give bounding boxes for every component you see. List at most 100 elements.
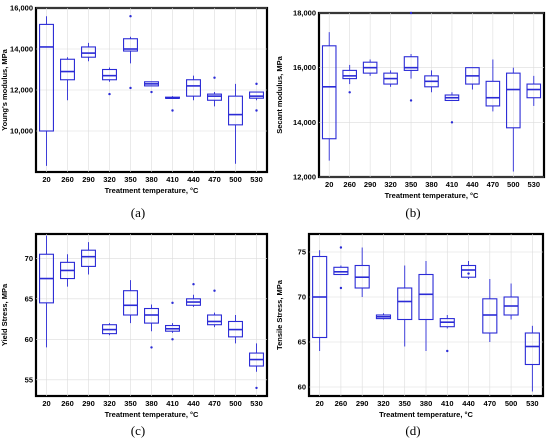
x-tick-label: 470	[487, 180, 500, 189]
box-260	[60, 254, 75, 287]
chart-tensile-stress: 60 65 70 75 20 260 290 320 350 380 410 440 470 500 530…	[275, 232, 545, 419]
outlier-point	[150, 90, 153, 94]
x-axis-label: Treatment temperature, °C	[105, 410, 199, 419]
x-tick-label: 440	[187, 399, 200, 408]
x-tick-label: 440	[187, 175, 200, 184]
x-tick-label: 380	[145, 399, 158, 408]
outlier-point	[213, 289, 216, 292]
x-tick-label: 290	[82, 399, 95, 408]
outlier-point	[255, 109, 258, 112]
outlier-point	[192, 283, 195, 286]
box-320	[102, 323, 117, 336]
outlier-point	[450, 121, 454, 124]
y-tick-label: 10,000	[10, 127, 33, 136]
outlier-point	[108, 92, 111, 96]
box-500	[503, 283, 519, 320]
y-tick-label: 70	[25, 254, 33, 263]
box-290	[81, 42, 96, 62]
caption-c: (c)	[130, 423, 146, 438]
x-tick-label: 530	[250, 175, 263, 184]
x-tick-label: 470	[208, 175, 221, 184]
box-380	[424, 70, 439, 93]
box-380	[144, 304, 159, 349]
box-470	[207, 289, 222, 328]
box-320	[375, 313, 392, 320]
box-440	[186, 75, 201, 101]
box-body	[249, 91, 264, 99]
x-tick-label: 440	[466, 180, 479, 189]
box-body	[186, 79, 201, 97]
x-tick-label: 350	[124, 399, 137, 408]
chart-young-modulus: 10,000 12,000 14,000 16,000 20 260 290 320 350 38…	[0, 4, 269, 195]
y-tick-label: 16,000	[293, 63, 316, 72]
box-body	[321, 45, 337, 140]
y-tick-label: 16,000	[10, 4, 33, 13]
panel-c: 55 60 65 70 20 260 290 320 350 380 410 440 470 500 530…	[0, 222, 275, 444]
x-tick-label: 320	[384, 180, 397, 189]
box-body	[60, 58, 75, 81]
box-body	[81, 46, 96, 58]
caption-d: (d)	[405, 423, 421, 438]
x-tick-label: 260	[61, 175, 74, 184]
box-320	[383, 70, 398, 87]
y-tick-label: 65	[298, 338, 306, 347]
box-260	[342, 64, 357, 94]
x-tick-label: 350	[124, 175, 137, 184]
box-500	[228, 83, 243, 164]
y-tick-label: 14,000	[293, 118, 316, 127]
outlier-point	[171, 301, 174, 305]
box-body	[460, 264, 477, 278]
outlier-point	[150, 346, 153, 349]
box-470	[207, 76, 222, 107]
box-380	[418, 261, 434, 351]
x-tick-label: 440	[462, 399, 475, 408]
y-axis-label: Tensile Stress, MPa	[275, 279, 284, 350]
box-body	[333, 266, 349, 276]
x-tick-label: 350	[405, 180, 418, 189]
box-body	[342, 69, 357, 80]
outlier-point	[409, 11, 413, 15]
x-tick-label: 410	[441, 399, 454, 408]
outlier-point	[339, 246, 343, 249]
x-tick-label: 320	[377, 399, 390, 408]
x-axis-label: Treatment temperature, °C	[105, 186, 199, 195]
box-260	[60, 57, 75, 101]
box-410	[439, 315, 455, 353]
x-tick-label: 500	[505, 399, 518, 408]
box-290	[362, 59, 378, 76]
box-500	[228, 315, 243, 344]
outlier-point	[409, 99, 413, 102]
box-body	[123, 38, 138, 52]
box-body	[526, 83, 542, 99]
x-axis-label: Treatment temperature, °C	[385, 191, 479, 200]
box-320	[102, 67, 117, 96]
y-tick-label: 75	[298, 248, 306, 257]
y-tick-label: 18,000	[293, 9, 316, 18]
x-tick-label: 20	[42, 175, 50, 184]
box-body	[418, 273, 434, 321]
y-tick-label: 14,000	[10, 45, 33, 54]
box-290	[81, 242, 96, 275]
box-body	[39, 23, 54, 132]
box-body	[397, 287, 413, 321]
box-body	[403, 56, 419, 71]
x-tick-label: 290	[356, 399, 369, 408]
x-axis-label: Treatment temperature, °C	[379, 410, 473, 419]
box-440	[460, 261, 477, 279]
y-tick-label: 55	[25, 375, 33, 384]
x-tick-label: 410	[166, 175, 179, 184]
box-20	[39, 235, 54, 348]
y-axis-label: Secant modulus, MPa	[275, 55, 284, 133]
box-20	[321, 32, 337, 161]
box-410	[444, 92, 460, 124]
y-tick-label: 65	[25, 294, 33, 303]
x-tick-label: 290	[82, 175, 95, 184]
x-tick-label: 530	[528, 180, 541, 189]
outlier-point	[171, 109, 174, 112]
box-body	[123, 290, 138, 316]
x-tick-label: 470	[208, 399, 221, 408]
chart-secant-modulus: 12,000 14,000 16,000 18,000 20 260 290 320 350 38…	[275, 9, 546, 200]
y-tick-label: 70	[298, 293, 306, 302]
box-350	[403, 11, 419, 102]
x-tick-label: 500	[229, 399, 242, 408]
